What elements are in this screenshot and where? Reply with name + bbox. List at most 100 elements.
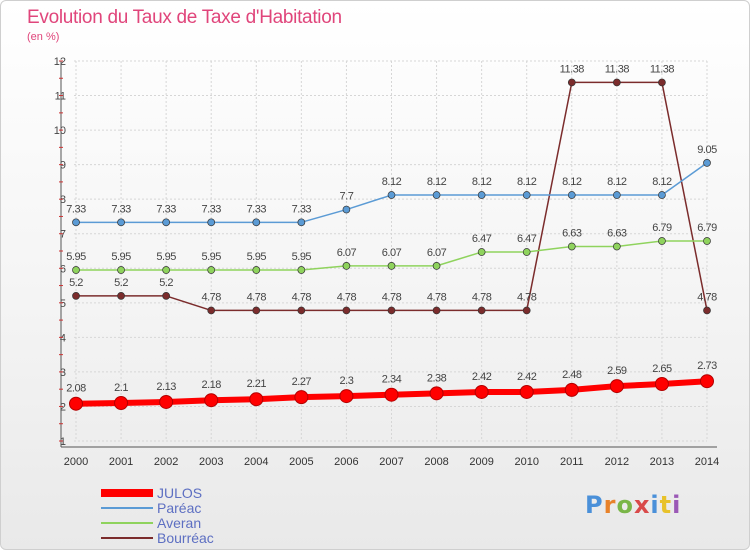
data-label: 8.12 [562, 176, 582, 188]
legend-item: JULOS [101, 484, 214, 501]
data-label: 11.38 [650, 63, 675, 75]
data-label: 2.73 [697, 360, 717, 372]
data-point [162, 292, 170, 300]
legend-label: Bourréac [157, 529, 214, 546]
y-tick-label: 11 [55, 91, 66, 103]
data-point [249, 392, 264, 407]
data-label: 5.95 [202, 251, 222, 263]
data-point [477, 306, 486, 315]
data-label: 6.47 [472, 233, 492, 245]
data-point [613, 242, 621, 251]
legend-item: Averan [101, 515, 214, 531]
data-point [207, 306, 216, 315]
logo-letter: i [672, 491, 682, 519]
data-label: 4.78 [337, 291, 357, 303]
data-label: 5.95 [156, 251, 176, 263]
data-label: 5.2 [114, 277, 128, 289]
data-point [567, 78, 576, 87]
x-tick-label: 2011 [560, 456, 584, 468]
x-tick-label: 2003 [199, 456, 223, 468]
data-point [117, 218, 125, 227]
data-label: 7.33 [202, 203, 222, 215]
x-tick-label: 2002 [154, 456, 178, 468]
data-point [522, 191, 531, 199]
data-point [114, 396, 129, 410]
data-point [477, 248, 486, 256]
data-point [72, 266, 80, 274]
data-label: 2.65 [652, 363, 672, 375]
data-point [162, 266, 170, 274]
logo-letter: i [650, 491, 660, 519]
x-tick-label: 2010 [514, 456, 538, 468]
data-point [297, 266, 306, 274]
x-tick-label: 2013 [650, 456, 674, 468]
data-point [567, 242, 576, 251]
logo-letter: x [633, 491, 651, 519]
x-tick-label: 2000 [64, 456, 88, 468]
data-label: 4.78 [472, 291, 492, 303]
data-point [297, 218, 306, 227]
data-point [294, 390, 309, 405]
data-label: 11.38 [605, 63, 630, 75]
data-point [700, 374, 714, 389]
data-label: 4.78 [202, 291, 222, 303]
data-label: 7.33 [292, 203, 312, 215]
data-label: 7.7 [340, 191, 354, 203]
data-point [703, 306, 711, 315]
logo-letter: P [585, 491, 604, 519]
data-point [72, 218, 80, 227]
x-tick-label: 2005 [289, 456, 313, 468]
data-point [474, 384, 489, 399]
data-label: 2.08 [66, 383, 86, 395]
data-label: 6.07 [382, 247, 402, 259]
data-label: 6.79 [652, 222, 672, 234]
data-point [207, 266, 216, 274]
data-point [477, 191, 486, 199]
x-tick-label: 2008 [424, 456, 448, 468]
data-label: 6.07 [427, 247, 447, 259]
legend-label: Paréac [157, 499, 202, 516]
data-label: 8.12 [652, 176, 672, 188]
legend-item: Bourréac [101, 529, 214, 546]
data-point [432, 191, 441, 199]
data-point [567, 191, 576, 199]
data-point [613, 191, 621, 199]
data-label: 2.42 [517, 371, 537, 383]
y-tick-label: 12 [54, 56, 66, 68]
data-label: 4.78 [382, 291, 402, 303]
data-label: 4.78 [427, 291, 447, 303]
legend-label: JULOS [157, 484, 203, 501]
legend-swatch [101, 488, 153, 497]
chart-title: Evolution du Taux de Taxe d'Habitation [27, 7, 342, 28]
legend-swatch [101, 506, 153, 509]
chart-subtitle: (en %) [27, 31, 60, 43]
data-point [522, 306, 531, 315]
data-point [252, 306, 261, 315]
data-label: 6.47 [517, 233, 537, 245]
proxiti-logo: Proxiti [585, 491, 681, 519]
data-point [522, 248, 531, 256]
data-point [117, 266, 125, 274]
data-point [69, 396, 83, 411]
data-label: 2.48 [562, 369, 582, 381]
data-label: 4.78 [292, 291, 312, 303]
data-label: 8.12 [382, 176, 402, 188]
data-point [252, 266, 261, 274]
data-label: 2.13 [156, 381, 176, 393]
x-tick-label: 2006 [334, 456, 358, 468]
data-label: 2.42 [472, 371, 492, 383]
data-point [703, 159, 711, 167]
y-tick-label: 6 [60, 263, 66, 275]
data-point [339, 389, 354, 404]
data-label: 2.1 [114, 382, 128, 394]
data-point [432, 262, 441, 270]
data-label: 8.12 [427, 176, 447, 188]
chart-legend: JULOS Paréac Averan Bourréac [101, 484, 214, 546]
data-label: 5.2 [159, 277, 173, 289]
data-label: 6.63 [562, 228, 582, 240]
data-point [432, 306, 441, 315]
data-label: 5.2 [69, 277, 83, 289]
data-label: 7.33 [66, 203, 86, 215]
data-point [658, 78, 666, 87]
data-point [658, 237, 666, 245]
